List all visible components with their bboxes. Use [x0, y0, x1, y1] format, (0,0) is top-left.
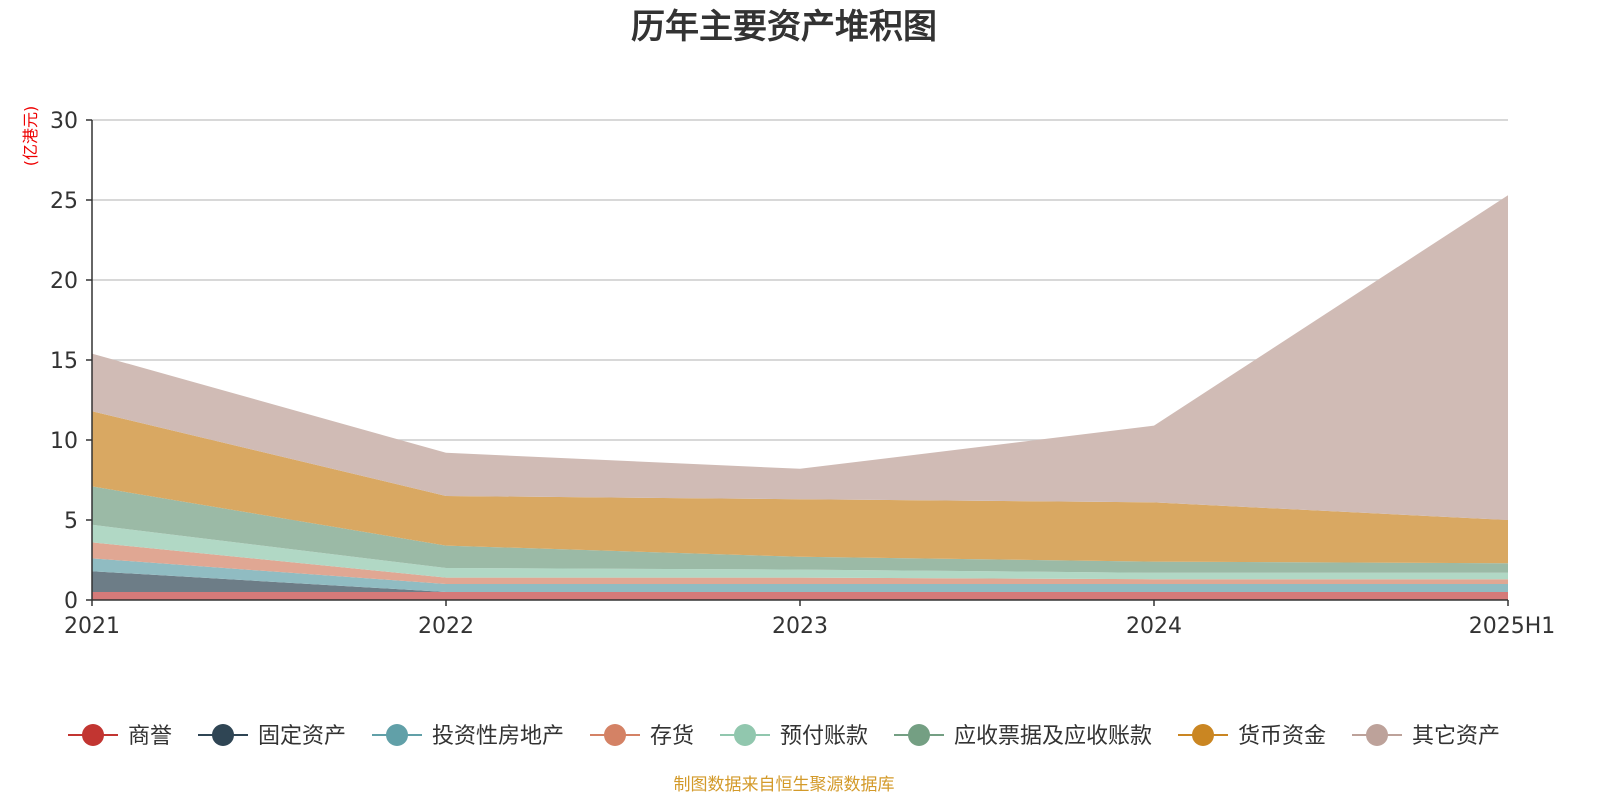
legend-item-商誉[interactable]: 商誉: [68, 724, 172, 749]
y-tick-label: 0: [64, 589, 78, 614]
legend-label: 其它资产: [1412, 724, 1500, 749]
x-tick-label: 2022: [418, 614, 474, 639]
area-固定资产: [92, 571, 1508, 592]
x-tick-label: 2025H1: [1469, 614, 1556, 639]
area-存货: [92, 542, 1508, 584]
legend-marker: [212, 724, 234, 746]
legend-label: 应收票据及应收账款: [954, 724, 1152, 749]
legend-label: 存货: [650, 724, 694, 749]
legend-marker: [908, 724, 930, 746]
legend-marker: [734, 724, 756, 746]
legend-label: 固定资产: [258, 724, 346, 749]
legend-label: 投资性房地产: [432, 724, 564, 749]
area-其它资产: [92, 195, 1508, 520]
legend-item-其它资产[interactable]: 其它资产: [1352, 724, 1500, 749]
legend-item-货币资金[interactable]: 货币资金: [1178, 724, 1326, 749]
y-tick-label: 15: [50, 349, 78, 374]
data-source-note: 制图数据来自恒生聚源数据库: [674, 775, 895, 795]
area-预付账款: [92, 524, 1508, 580]
y-tick-label: 30: [50, 109, 78, 134]
legend-marker: [386, 724, 408, 746]
y-axis-unit-label: (亿港元): [21, 106, 40, 167]
legend-marker: [82, 724, 104, 746]
legend-marker: [604, 724, 626, 746]
y-axis-ticks: 0 5 10 15 20 25 30: [50, 109, 92, 614]
y-tick-label: 25: [50, 189, 78, 214]
x-tick-label: 2024: [1126, 614, 1182, 639]
legend-marker: [1366, 724, 1388, 746]
legend-item-投资性房地产[interactable]: 投资性房地产: [372, 724, 564, 749]
area-投资性房地产: [92, 558, 1508, 592]
x-tick-label: 2021: [64, 614, 120, 639]
legend-item-应收票据及应收账款[interactable]: 应收票据及应收账款: [894, 724, 1152, 749]
legend-label: 货币资金: [1238, 724, 1326, 749]
legend-marker: [1192, 724, 1214, 746]
legend-item-预付账款[interactable]: 预付账款: [720, 724, 868, 749]
legend-item-固定资产[interactable]: 固定资产: [198, 724, 346, 749]
y-tick-label: 20: [50, 269, 78, 294]
area-series: [92, 195, 1508, 600]
chart-title: 历年主要资产堆积图: [631, 7, 937, 47]
y-tick-label: 5: [64, 509, 78, 534]
x-axis-ticks: 2021 2022 2023 2024 2025H1: [64, 600, 1555, 639]
area-商誉: [92, 592, 1508, 600]
legend-item-存货[interactable]: 存货: [590, 724, 694, 749]
area-应收票据及应收账款: [92, 486, 1508, 573]
y-tick-label: 10: [50, 429, 78, 454]
legend: 商誉 固定资产 投资性房地产 存货 预付账款 应收票据及应收账款 货币资金 其它资产: [68, 724, 1500, 749]
legend-label: 商誉: [128, 724, 172, 749]
legend-label: 预付账款: [780, 724, 868, 749]
area-货币资金: [92, 411, 1508, 564]
x-tick-label: 2023: [772, 614, 828, 639]
